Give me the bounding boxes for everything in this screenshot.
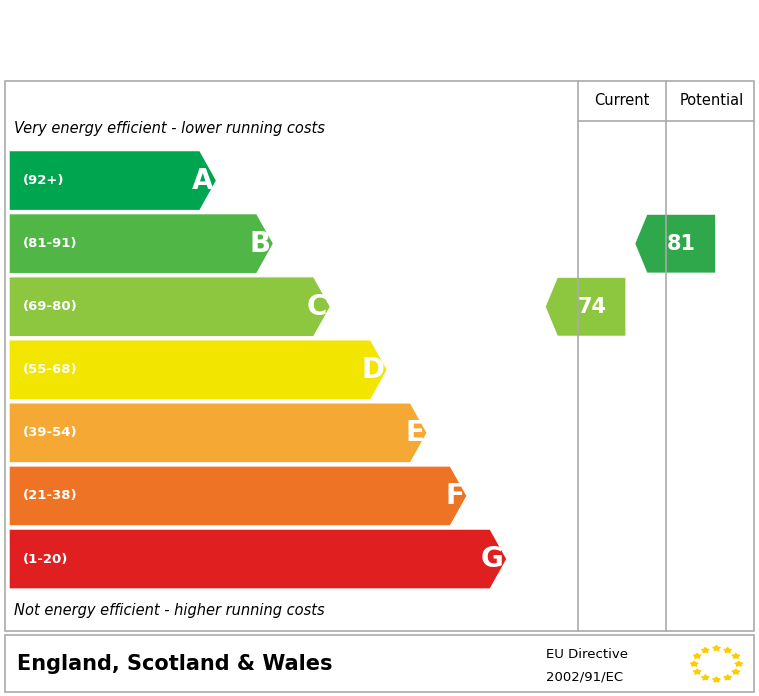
Text: E: E xyxy=(405,419,424,447)
Text: 74: 74 xyxy=(577,296,606,317)
Polygon shape xyxy=(9,277,330,337)
Polygon shape xyxy=(732,654,740,658)
Text: A: A xyxy=(192,166,213,195)
Text: C: C xyxy=(307,293,327,321)
Text: (92+): (92+) xyxy=(23,174,65,187)
Polygon shape xyxy=(732,669,740,674)
Polygon shape xyxy=(724,674,732,680)
Polygon shape xyxy=(9,214,273,274)
Text: Current: Current xyxy=(594,93,650,109)
Text: EU Directive: EU Directive xyxy=(546,648,628,661)
Polygon shape xyxy=(713,645,720,651)
Polygon shape xyxy=(9,403,427,463)
Polygon shape xyxy=(713,677,720,682)
Polygon shape xyxy=(701,674,709,680)
Text: (21-38): (21-38) xyxy=(23,489,77,503)
Text: D: D xyxy=(361,356,384,383)
Polygon shape xyxy=(693,669,701,674)
Text: Very energy efficient - lower running costs: Very energy efficient - lower running co… xyxy=(14,121,325,136)
Polygon shape xyxy=(693,654,701,658)
Text: (1-20): (1-20) xyxy=(23,553,68,566)
Polygon shape xyxy=(9,466,467,526)
Text: F: F xyxy=(445,482,464,510)
Polygon shape xyxy=(9,340,387,400)
Text: (69-80): (69-80) xyxy=(23,300,77,313)
Text: Energy Efficiency Rating: Energy Efficiency Rating xyxy=(19,24,479,56)
Polygon shape xyxy=(735,661,743,666)
Polygon shape xyxy=(9,529,507,589)
Text: (81-91): (81-91) xyxy=(23,237,77,250)
Polygon shape xyxy=(635,214,715,273)
Text: (39-54): (39-54) xyxy=(23,427,77,439)
Text: 81: 81 xyxy=(666,234,696,253)
Text: England, Scotland & Wales: England, Scotland & Wales xyxy=(17,654,332,674)
Text: 2002/91/EC: 2002/91/EC xyxy=(546,670,624,683)
Text: (55-68): (55-68) xyxy=(23,363,77,377)
Text: Potential: Potential xyxy=(679,93,744,109)
Polygon shape xyxy=(9,151,216,210)
Text: Not energy efficient - higher running costs: Not energy efficient - higher running co… xyxy=(14,603,324,619)
Text: G: G xyxy=(481,545,504,573)
Polygon shape xyxy=(545,278,626,336)
Polygon shape xyxy=(701,647,709,653)
Polygon shape xyxy=(690,661,698,666)
Polygon shape xyxy=(724,647,732,653)
Text: B: B xyxy=(249,230,270,258)
